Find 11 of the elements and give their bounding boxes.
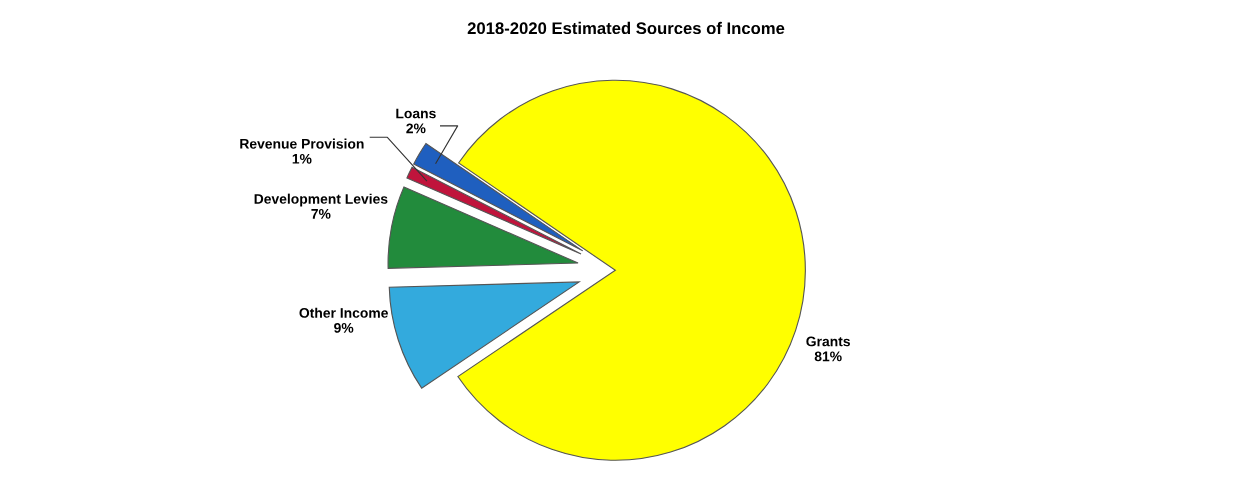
data-label: 2% — [406, 123, 426, 134]
data-label: 9% — [334, 322, 354, 333]
data-label: 7% — [311, 209, 331, 219]
slice-label: Grants — [806, 336, 850, 347]
data-label: 1% — [292, 153, 312, 164]
slice-label: Other Income — [299, 307, 388, 318]
slice-label: Loans — [396, 108, 436, 119]
slice-label: Revenue Provision — [240, 138, 364, 149]
data-label: 81% — [814, 351, 842, 362]
chart-title: 2018-2020 Estimated Sources of Income — [467, 21, 785, 35]
slice-label: Development Levies — [254, 193, 388, 207]
